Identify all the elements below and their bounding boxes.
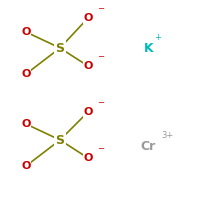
Text: −: −: [97, 52, 104, 61]
Text: O: O: [21, 27, 31, 37]
Text: −: −: [97, 144, 104, 153]
Text: O: O: [83, 153, 93, 163]
Text: O: O: [21, 69, 31, 79]
Text: O: O: [83, 61, 93, 71]
Text: O: O: [21, 161, 31, 171]
Text: K: K: [144, 42, 154, 54]
Text: 3+: 3+: [161, 131, 173, 140]
Text: Cr: Cr: [140, 140, 155, 152]
Text: S: S: [56, 134, 64, 146]
Text: S: S: [56, 42, 64, 54]
Text: −: −: [97, 4, 104, 13]
Text: O: O: [83, 107, 93, 117]
Text: O: O: [21, 119, 31, 129]
Text: +: +: [154, 33, 161, 42]
Text: −: −: [97, 98, 104, 107]
Text: O: O: [83, 13, 93, 23]
